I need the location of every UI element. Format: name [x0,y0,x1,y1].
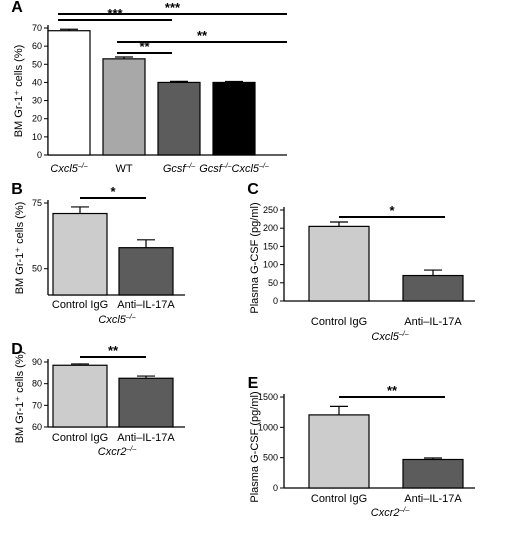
x-category-label: Control IgG [52,432,108,444]
bar [118,377,174,428]
bar [157,81,201,156]
significance-label: ** [139,39,150,54]
x-category-label: Anti–IL-17A [117,432,175,444]
significance-label: ** [197,28,208,43]
y-tick-label: 500 [263,453,278,463]
significance-label: ** [108,343,119,358]
bar [402,274,464,302]
x-category-label: Anti–IL-17A [404,316,462,328]
genotype-note: Cxcl5–/– [98,314,135,326]
y-axis-label: BM Gr-1⁺ cells (%) [14,351,26,444]
significance-label: * [389,203,395,218]
y-tick-label: 20 [32,114,42,124]
bar [308,414,370,489]
y-tick-label: 40 [32,77,42,87]
bar [52,364,108,428]
genotype-note: Cxcr2–/– [371,507,410,519]
y-tick-label: 70 [32,23,42,33]
y-tick-label: 100 [263,260,278,270]
x-category-label: Gcsf–/– [163,163,195,175]
y-axis-label: Plasma G-CSF (pg/ml) [249,202,261,313]
panel-c: C Plasma G-CSF (pg/ml) 0 50 100 150 200 250 Cont… [247,181,475,343]
x-category-label: Gcsf–/–Cxcl5–/– [199,163,269,175]
bar [118,247,174,296]
bar [102,58,146,156]
y-tick-label: 80 [32,379,42,389]
y-tick-label: 250 [263,205,278,215]
bar [402,458,464,489]
x-category-label: Control IgG [311,493,367,505]
panel-a: A BM Gr-1⁺ cells (%) 0 10 20 30 40 50 60 70 Cxcl5–… [11,0,287,175]
y-tick-label: 60 [32,41,42,51]
y-tick-label: 200 [263,223,278,233]
significance-label: * [110,184,116,199]
x-category-label: Control IgG [311,316,367,328]
y-axis-label: BM Gr-1⁺ cells (%) [14,202,26,295]
y-tick-label: 0 [273,483,278,493]
y-tick-label: 70 [32,400,42,410]
bar [212,81,256,156]
y-tick-label: 0 [273,296,278,306]
panel-d: DBM Gr-1⁺ cells (%) 60 70 80 90 Control IgG An… [11,341,185,458]
y-tick-label: 10 [32,132,42,142]
significance-label: ** [387,383,398,398]
y-tick-label: 90 [32,357,42,367]
y-tick-label: 50 [32,59,42,69]
bar [47,30,91,156]
panel-b: B BM Gr-1⁺ cells (%) 50 75 Control IgG Anti–I… [11,181,185,326]
y-tick-label: 1500 [258,392,278,402]
y-tick-label: 50 [32,264,42,274]
panel-label: E [248,375,259,392]
significance-label: *** [165,0,181,15]
y-tick-label: 0 [37,150,42,160]
panel-label: B [11,181,23,198]
y-tick-label: 150 [263,241,278,251]
y-tick-label: 60 [32,422,42,432]
panel-label: D [11,341,23,358]
y-tick-label: 50 [268,278,278,288]
y-axis-label: Plasma G-CSF (pg/ml) [249,391,261,502]
x-category-label: WT [115,163,132,175]
y-tick-label: 1000 [258,422,278,432]
x-category-label: Control IgG [52,299,108,311]
genotype-note: Cxcr2–/– [98,446,137,458]
y-axis-label: BM Gr-1⁺ cells (%) [13,45,25,138]
panel-label: A [11,0,23,16]
y-tick-label: 30 [32,96,42,106]
x-category-label: Anti–IL-17A [404,493,462,505]
x-category-label: Anti–IL-17A [117,299,175,311]
panel-label: C [247,181,259,198]
bar [52,212,108,296]
y-tick-label: 75 [32,198,42,208]
genotype-note: Cxcl5–/– [371,331,408,343]
bar [308,225,370,302]
x-category-label: Cxcl5–/– [50,163,87,175]
